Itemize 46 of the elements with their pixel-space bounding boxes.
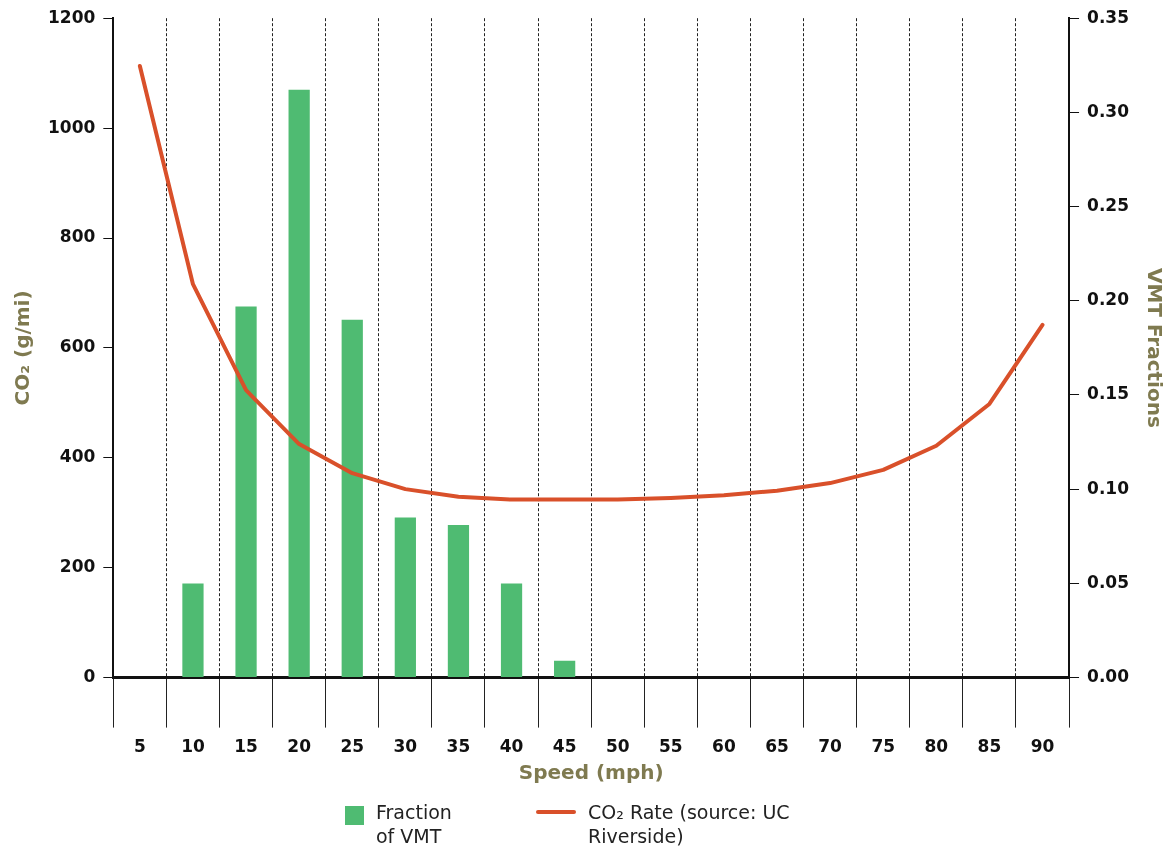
x-axis-title: Speed (mph) bbox=[518, 760, 664, 785]
x-tick-label: 80 bbox=[924, 736, 949, 757]
y-axis-title: CO₂ (g/mi) bbox=[10, 290, 35, 406]
x-tick-label: 65 bbox=[765, 736, 789, 757]
y2-tick-label: 0.35 bbox=[1087, 6, 1130, 27]
bar bbox=[182, 583, 204, 678]
y2-axis-title: VMT Fractions bbox=[1142, 267, 1167, 428]
y2-tick-label: 0.15 bbox=[1087, 383, 1130, 404]
x-tick-label: 75 bbox=[871, 736, 896, 757]
bar bbox=[341, 319, 363, 678]
x-tick-label: 60 bbox=[712, 736, 736, 757]
x-tick-label: 25 bbox=[340, 736, 365, 757]
y-tick-label: 800 bbox=[59, 226, 96, 247]
x-tick-label: 40 bbox=[499, 736, 524, 757]
x-tick-label: 45 bbox=[552, 736, 577, 757]
bar bbox=[500, 583, 523, 678]
x-tick-label: 90 bbox=[1030, 736, 1055, 757]
x-tick-label: 5 bbox=[133, 736, 146, 757]
bar bbox=[288, 89, 310, 678]
y2-tick-label: 0.05 bbox=[1087, 571, 1130, 592]
x-tick-label: 85 bbox=[977, 736, 1002, 757]
y2-tick-label: 0.25 bbox=[1087, 195, 1130, 216]
y-tick-label: 0 bbox=[83, 666, 96, 687]
y-tick-label: 200 bbox=[59, 556, 96, 577]
y-tick-label: 600 bbox=[59, 336, 96, 357]
bar bbox=[394, 517, 416, 678]
x-tick-label: 10 bbox=[181, 736, 205, 757]
legend-label: CO₂ Rate (source: UC Riverside) bbox=[588, 800, 791, 848]
x-tick-label: 70 bbox=[818, 736, 843, 757]
y2-tick-label: 0.00 bbox=[1087, 666, 1130, 687]
bar bbox=[554, 660, 576, 678]
x-tick-label: 35 bbox=[446, 736, 471, 757]
x-tick-label: 50 bbox=[605, 736, 630, 757]
x-tick-label: 15 bbox=[234, 736, 258, 757]
legend-label: Fraction of VMT bbox=[376, 800, 453, 848]
x-tick-label: 30 bbox=[393, 736, 418, 757]
y2-tick-label: 0.30 bbox=[1087, 100, 1130, 121]
y2-tick-label: 0.20 bbox=[1087, 289, 1130, 310]
y-tick-label: 1200 bbox=[47, 6, 96, 27]
y-tick-label: 400 bbox=[59, 446, 96, 467]
y-tick-label: 1000 bbox=[47, 116, 96, 137]
bar bbox=[447, 525, 470, 678]
y2-tick-label: 0.10 bbox=[1087, 477, 1130, 498]
x-tick-label: 20 bbox=[287, 736, 312, 757]
bar bbox=[235, 306, 257, 678]
x-tick-label: 55 bbox=[658, 736, 683, 757]
